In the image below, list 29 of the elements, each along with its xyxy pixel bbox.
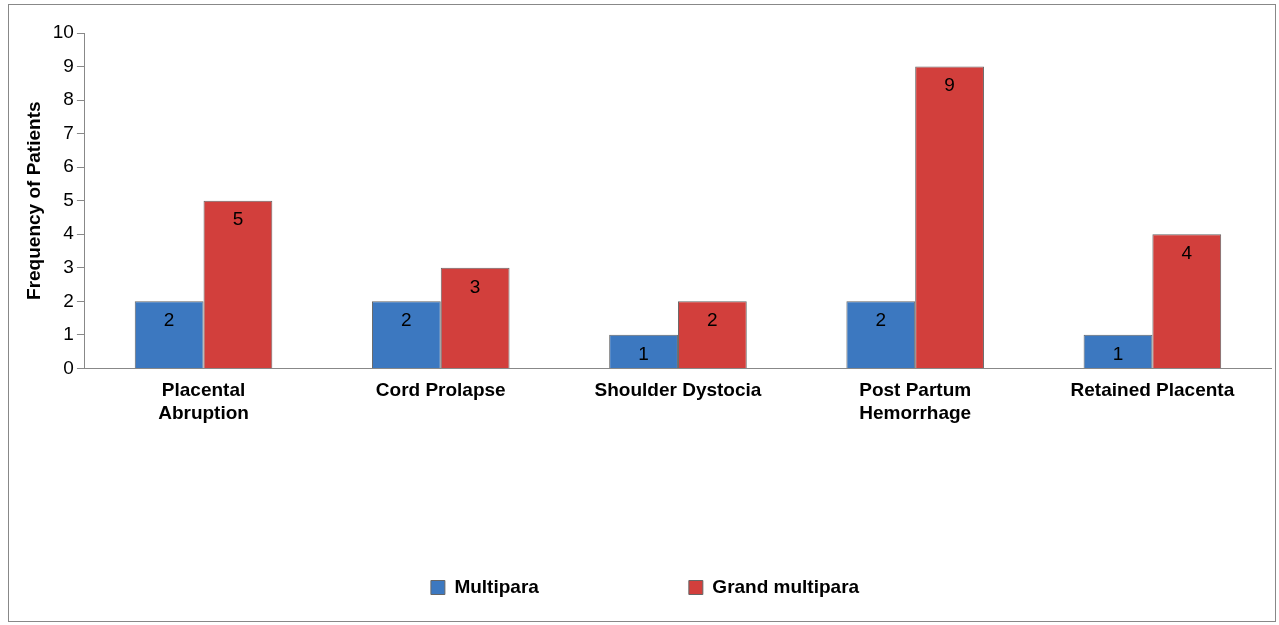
- y-tick-label: 0: [63, 356, 74, 378]
- data-label: 4: [1181, 241, 1193, 263]
- data-label: 3: [469, 275, 481, 297]
- data-label: 2: [401, 309, 412, 331]
- x-tick-label: Retained Placenta: [1070, 379, 1235, 401]
- legend-label: Multipara: [454, 575, 540, 597]
- y-tick-label: 8: [63, 88, 74, 110]
- data-label: 2: [875, 309, 887, 331]
- y-tick-label: 5: [63, 188, 74, 210]
- data-label: 9: [944, 74, 955, 96]
- legend-label: Grand multipara: [712, 575, 860, 597]
- data-label: 5: [232, 208, 244, 230]
- y-tick-label: 10: [52, 21, 74, 43]
- y-tick-label: 7: [63, 121, 74, 143]
- data-label: 2: [163, 309, 175, 331]
- data-label: 1: [638, 342, 649, 364]
- x-tick-label: Shoulder Dystocia: [594, 379, 762, 401]
- y-tick-label: 2: [63, 289, 74, 311]
- y-axis-title: Frequency of Patients: [22, 101, 44, 300]
- y-tick-label: 1: [63, 323, 74, 345]
- y-tick-label: 3: [63, 256, 74, 278]
- x-tick-label: Post Partum Hemorrhage: [859, 379, 972, 423]
- x-tick-label: Cord Prolapse: [375, 379, 506, 401]
- y-tick-label: 6: [63, 155, 74, 177]
- data-label: 2: [707, 309, 718, 331]
- y-tick-label: 4: [63, 222, 75, 244]
- x-tick-label: Placental Abruption: [158, 379, 249, 423]
- y-tick-label: 9: [63, 54, 74, 76]
- data-label: 1: [1112, 342, 1124, 364]
